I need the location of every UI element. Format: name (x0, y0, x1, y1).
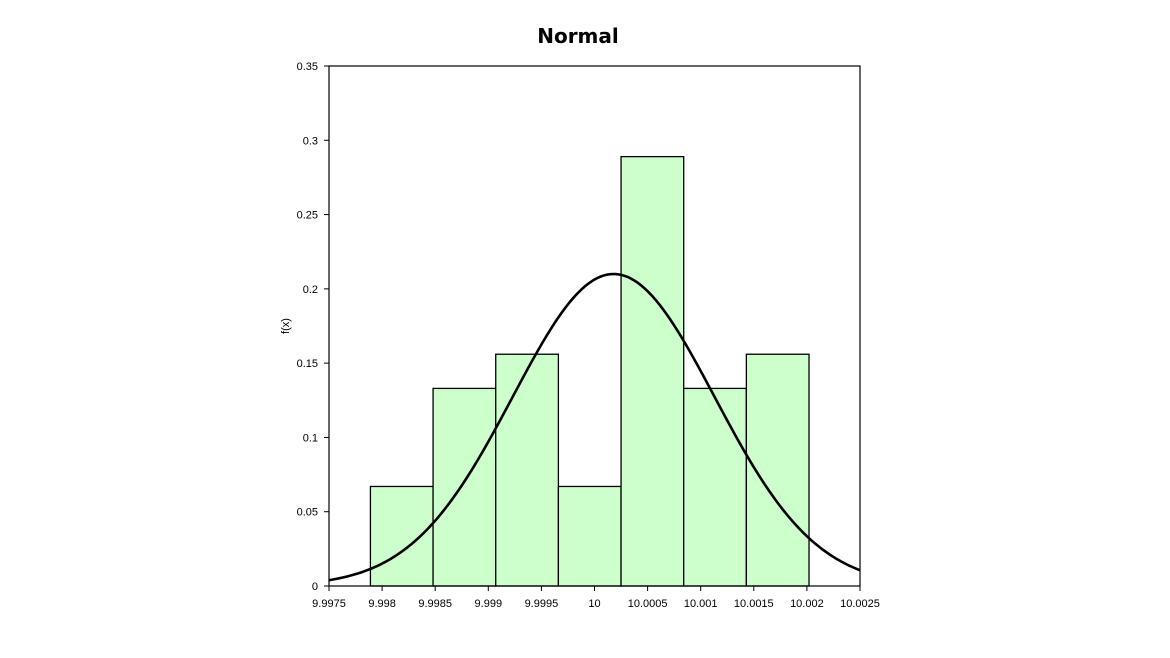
curve-layer (328, 272, 861, 582)
chart-title: Normal (537, 24, 619, 48)
y-tick-label: 0.25 (297, 210, 318, 222)
histogram-bar (557, 485, 622, 587)
histogram-bar (683, 387, 748, 587)
x-tick-label: 9.999 (475, 598, 503, 610)
x-tick-label: 9.998 (368, 598, 396, 610)
normal-curve (328, 272, 861, 582)
x-tick-label: 10.002 (790, 598, 824, 610)
x-tick-label: 10.0015 (734, 598, 774, 610)
y-tick-label: 0.15 (297, 358, 318, 370)
histogram-bar (620, 155, 685, 587)
y-tick-label: 0.1 (303, 432, 318, 444)
histogram-bar (495, 353, 560, 587)
x-tick-label: 9.9985 (418, 598, 452, 610)
y-tick-label: 0.2 (303, 284, 318, 296)
histogram-bar (432, 387, 497, 587)
x-tick-label: 9.9975 (312, 598, 346, 610)
y-tick-label: 0.3 (303, 135, 318, 147)
bars-layer (369, 155, 810, 587)
x-tick-label: 10 (588, 598, 600, 610)
y-tick-label: 0 (312, 581, 318, 593)
y-tick-label: 0.35 (297, 61, 318, 73)
x-axis: 9.9975 9.998 9.9985 9.999 9.9995 10 10.0005 10.… (312, 586, 880, 610)
x-tick-label: 10.0005 (628, 598, 668, 610)
histogram-bar (369, 485, 434, 587)
y-axis-label: f(x) (280, 318, 292, 334)
y-tick-label: 0.05 (297, 507, 318, 519)
y-axis: 0 0.05 0.1 0.15 0.2 0.25 0.3 0.35 (297, 61, 329, 593)
x-tick-label: 10.001 (684, 598, 718, 610)
x-tick-label: 9.9995 (525, 598, 559, 610)
x-tick-label: 10.0025 (840, 598, 880, 610)
